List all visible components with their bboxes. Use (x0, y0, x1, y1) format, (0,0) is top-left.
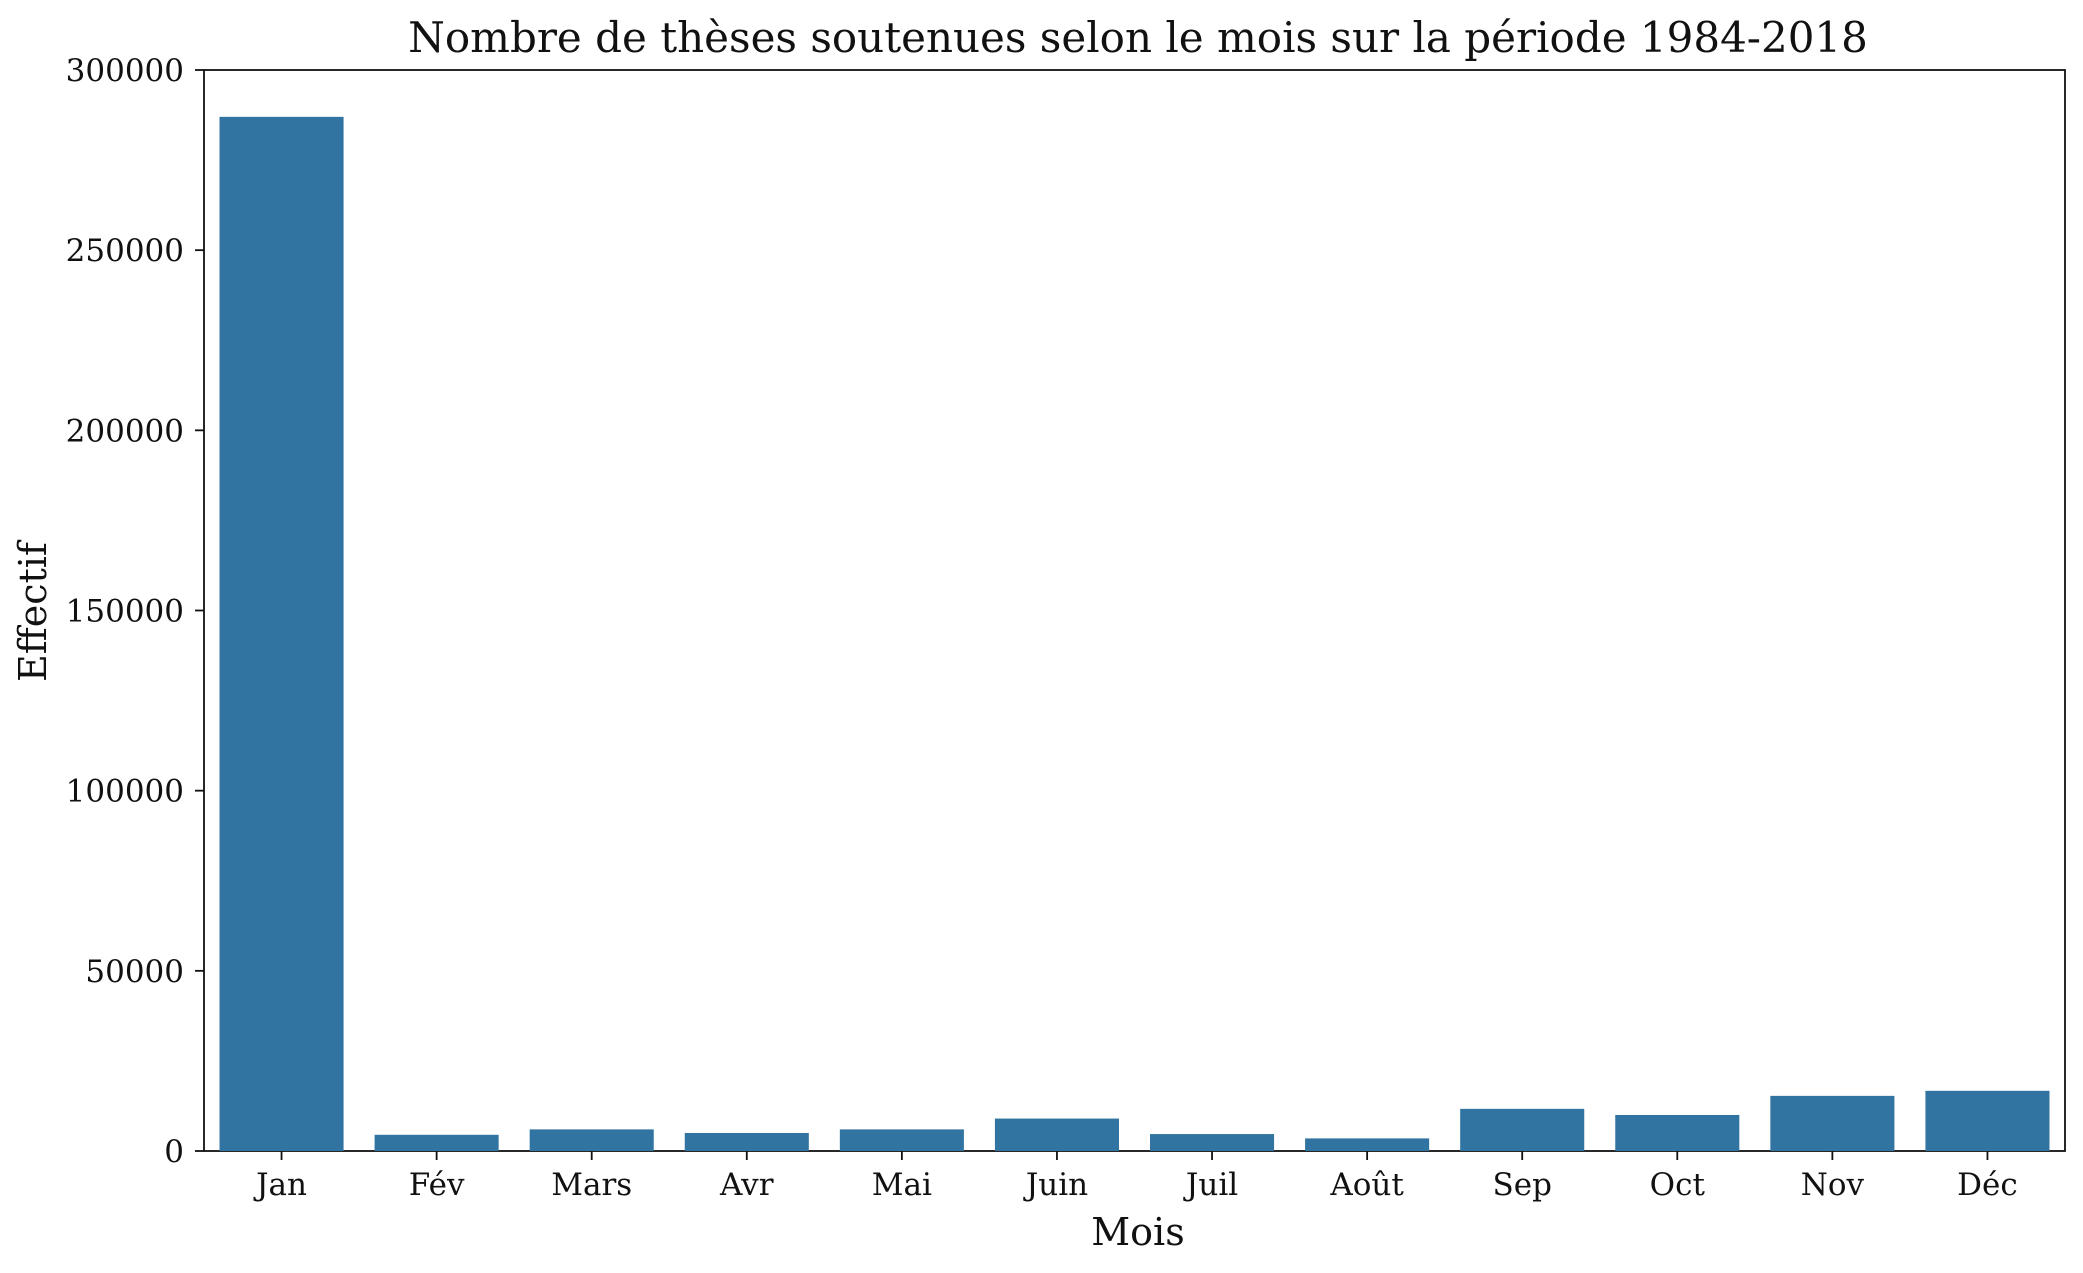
bar-mai (839, 1129, 964, 1151)
x-tick-label: Mai (872, 1167, 932, 1203)
bars (219, 116, 2050, 1151)
x-tick-label: Avr (719, 1167, 774, 1203)
x-tick-label: Nov (1801, 1167, 1865, 1203)
x-tick-label: Juin (1023, 1167, 1088, 1203)
bar-sep (1460, 1108, 1585, 1151)
y-tick-label: 0 (164, 1134, 184, 1170)
bar-avr (684, 1132, 809, 1151)
x-tick-label: Mars (551, 1167, 632, 1203)
x-axis: Jan Fév Mars Avr Mai Juin Juil Août Sep Oct Nov Déc (253, 1151, 2018, 1203)
plot-area (203, 69, 2066, 1152)
bar-juil (1150, 1134, 1275, 1151)
y-tick-label: 200000 (66, 413, 184, 449)
bar-août (1305, 1138, 1430, 1151)
y-tick-label: 250000 (66, 233, 184, 269)
y-tick-label: 50000 (85, 954, 184, 990)
x-tick-label: Déc (1957, 1167, 2018, 1203)
x-tick-label: Août (1329, 1167, 1404, 1203)
x-tick-label: Juil (1183, 1167, 1238, 1203)
bar-déc (1925, 1090, 2050, 1151)
bar-jan (219, 116, 344, 1151)
y-tick-label: 100000 (66, 774, 184, 810)
bar-fév (374, 1134, 499, 1151)
x-tick-label: Oct (1650, 1167, 1706, 1203)
bar-oct (1615, 1114, 1740, 1151)
bar-nov (1770, 1095, 1895, 1151)
chart-title: Nombre de thèses soutenues selon le mois… (408, 13, 1868, 62)
bar-mars (529, 1129, 654, 1151)
x-tick-label: Sep (1492, 1167, 1551, 1203)
x-axis-label: Mois (1091, 1210, 1184, 1254)
bar-juin (994, 1118, 1119, 1151)
x-tick-label: Jan (253, 1167, 307, 1203)
x-tick-label: Fév (409, 1167, 465, 1203)
y-tick-label: 150000 (66, 594, 184, 630)
y-axis: 0 50000 100000 150000 200000 250000 300000 (66, 53, 204, 1170)
plot-frame (203, 69, 2066, 1152)
y-tick-label: 300000 (66, 53, 184, 89)
y-axis-label: Effectif (11, 539, 55, 682)
